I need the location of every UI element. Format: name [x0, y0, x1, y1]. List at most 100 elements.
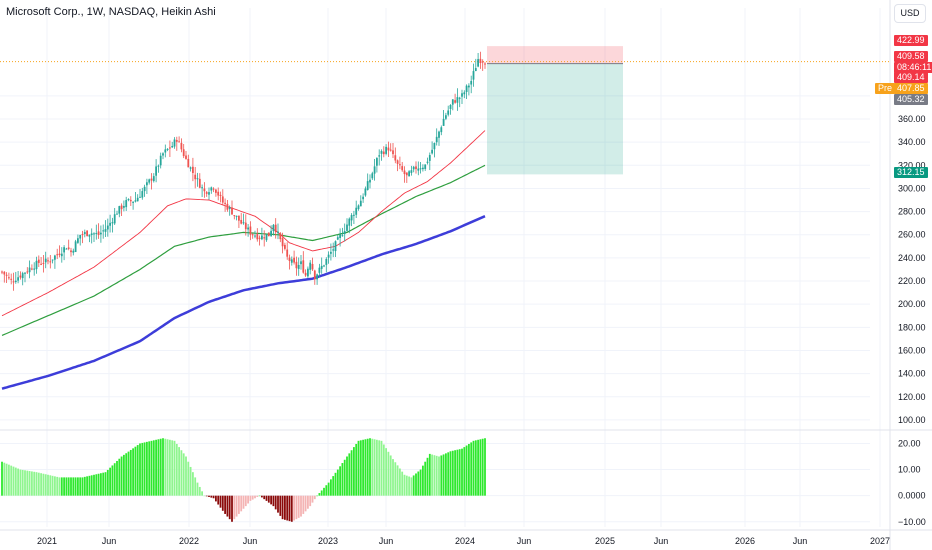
osc-bar — [148, 441, 151, 496]
osc-bar — [74, 477, 77, 496]
osc-bar — [185, 456, 187, 496]
candle-body — [348, 218, 351, 226]
osc-bar — [263, 495, 266, 500]
candle-body — [410, 170, 413, 173]
osc-bar — [327, 482, 330, 496]
osc-bar — [463, 447, 466, 496]
candle-body — [100, 232, 102, 235]
candle-body — [97, 231, 100, 236]
candle-body — [263, 237, 266, 239]
time-axis[interactable]: 2021 Jun 2022 Jun 2023 Jun 2024 Jun 2025 Jun 2026 J… — [37, 536, 890, 546]
osc-bar — [60, 477, 63, 496]
candle-body — [123, 205, 125, 208]
osc-bar — [371, 438, 374, 496]
osc-bar — [341, 463, 344, 496]
candle-body — [129, 199, 132, 202]
candle-body — [454, 100, 456, 103]
time-axis-label: 2026 — [735, 536, 755, 546]
osc-bar — [132, 448, 134, 496]
candle-body — [470, 80, 473, 85]
candle-body — [51, 259, 54, 261]
prev-close-tag: 405.32 — [894, 94, 928, 105]
stop-zone — [487, 46, 623, 64]
oscillator-axis[interactable]: 20.00 10.00 0.0000 −10.00 — [898, 438, 926, 526]
candle-body — [47, 260, 49, 262]
osc-bar — [95, 474, 98, 496]
candle-body — [281, 238, 284, 247]
candle-body — [185, 155, 187, 159]
candle-body — [95, 233, 98, 235]
position-box[interactable] — [0, 46, 890, 175]
osc-bar — [403, 474, 406, 496]
candle-body — [389, 149, 392, 151]
candle-body — [424, 164, 427, 169]
candle-body — [148, 179, 151, 183]
price-tick-label: 280.00 — [898, 207, 926, 217]
osc-bar — [274, 495, 277, 510]
candle-body — [219, 194, 222, 196]
price-tick-label: 200.00 — [898, 299, 926, 309]
candle-body — [438, 131, 440, 138]
candle-body — [228, 207, 231, 210]
candle-body — [215, 189, 217, 193]
osc-bar — [139, 443, 141, 496]
candle-body — [371, 173, 374, 179]
candle-body — [307, 268, 309, 277]
osc-bar — [339, 466, 341, 496]
price-tick-label: 300.00 — [898, 183, 926, 193]
candle-body — [302, 260, 305, 273]
osc-bar — [293, 495, 295, 521]
candle-body — [141, 191, 144, 198]
osc-bar — [359, 440, 362, 496]
price-tick-label: 260.00 — [898, 230, 926, 240]
time-axis-label: Jun — [102, 536, 117, 546]
candle-body — [81, 234, 84, 236]
candle-body — [83, 232, 86, 235]
candle-body — [405, 172, 408, 176]
target-high-tag: 422.99 — [894, 35, 928, 46]
osc-bar — [396, 465, 399, 496]
candle-body — [79, 234, 82, 239]
osc-bar — [261, 495, 263, 498]
candle-body — [472, 71, 475, 80]
currency-button[interactable]: USD — [894, 4, 926, 23]
osc-bar — [134, 446, 137, 496]
candle-body — [93, 233, 95, 235]
candle-body — [254, 235, 256, 237]
candle-body — [74, 241, 77, 253]
price-tick-label: 360.00 — [898, 114, 926, 124]
candle-body — [447, 110, 450, 115]
osc-bar — [295, 495, 298, 520]
osc-bar — [277, 495, 279, 513]
price-axis[interactable]: 380.00360.00340.00320.00300.00280.00260.… — [898, 91, 926, 425]
candle-body — [336, 237, 339, 240]
osc-bar — [113, 463, 116, 496]
ma-fast-line — [1, 130, 486, 317]
candle-body — [468, 85, 470, 88]
candle-body — [28, 267, 31, 273]
candle-body — [359, 200, 362, 207]
osc-bar — [208, 495, 210, 497]
candle-body — [125, 200, 128, 208]
osc-bar — [435, 455, 438, 496]
osc-bar — [56, 476, 59, 496]
osc-bar — [484, 438, 486, 496]
candle-body — [288, 257, 291, 261]
candle-body — [408, 171, 410, 177]
osc-bar — [194, 477, 197, 496]
candle-body — [109, 222, 111, 226]
osc-bar — [304, 495, 307, 512]
candle-body — [435, 136, 438, 143]
candle-body — [304, 272, 307, 276]
osc-bar — [192, 472, 194, 496]
osc-bar — [81, 477, 84, 496]
candle-body — [376, 158, 378, 166]
osc-bar — [196, 482, 199, 496]
osc-bar — [1, 461, 3, 496]
candle-body — [152, 176, 155, 182]
osc-bar — [58, 477, 61, 496]
candle-body — [274, 224, 277, 233]
osc-bar — [8, 464, 10, 496]
osc-bar — [387, 451, 390, 496]
